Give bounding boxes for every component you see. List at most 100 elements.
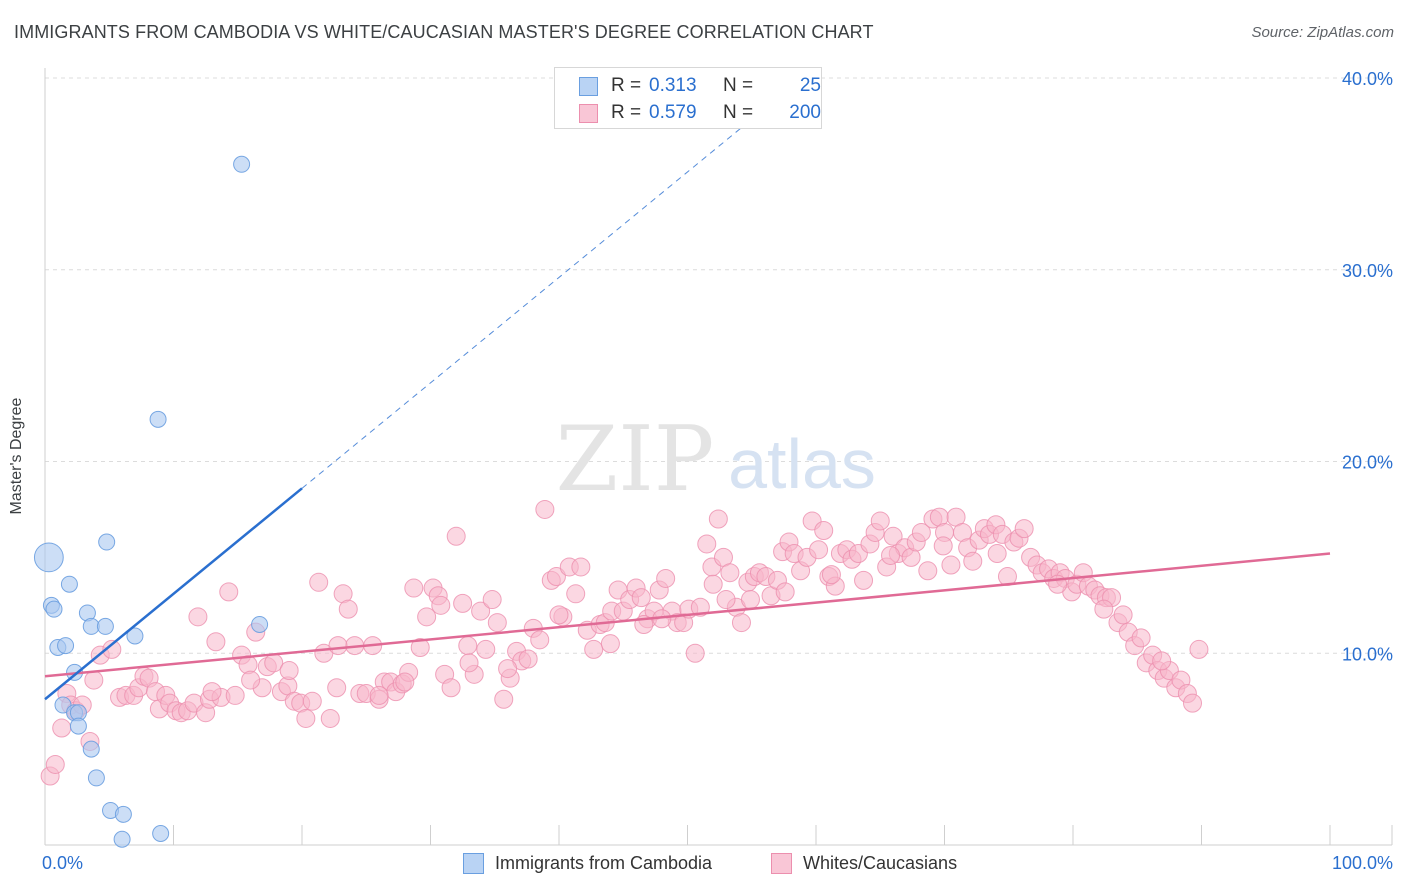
whites-legend-label: Whites/Caucasians bbox=[803, 853, 958, 873]
source-label: Source: ZipAtlas.com bbox=[1251, 24, 1394, 41]
x-tick-label-max: 100.0% bbox=[1332, 853, 1393, 873]
whites-point bbox=[814, 521, 834, 541]
y-tick-label: 30.0% bbox=[1342, 261, 1393, 281]
whites-point bbox=[410, 637, 430, 657]
whites-point bbox=[631, 588, 651, 608]
trend-lines bbox=[44, 97, 1331, 701]
whites-point bbox=[459, 653, 479, 673]
watermark-zip: ZIP bbox=[556, 407, 715, 512]
n-label: N = bbox=[723, 102, 754, 123]
whites-point bbox=[431, 595, 451, 615]
whites-point bbox=[708, 509, 728, 529]
r-value: 0.313 bbox=[649, 75, 697, 96]
cambodia-legend-swatch bbox=[463, 853, 484, 874]
cambodia-point bbox=[114, 805, 132, 823]
series-whites-points bbox=[40, 499, 1209, 786]
cambodia-point bbox=[251, 615, 269, 633]
whites-point bbox=[102, 639, 122, 659]
whites-point bbox=[476, 639, 496, 659]
whites-point bbox=[320, 708, 340, 728]
cambodia-swatch bbox=[579, 77, 598, 96]
whites-point bbox=[441, 678, 461, 698]
cambodia-point bbox=[45, 600, 63, 618]
whites-point bbox=[52, 718, 72, 738]
cambodia-point bbox=[149, 410, 167, 428]
whites-point bbox=[188, 607, 208, 627]
chart-title: IMMIGRANTS FROM CAMBODIA VS WHITE/CAUCAS… bbox=[14, 22, 874, 42]
whites-point bbox=[600, 634, 620, 654]
whites-point bbox=[487, 613, 507, 633]
whites-point bbox=[987, 544, 1007, 564]
whites-point bbox=[1183, 693, 1203, 713]
whites-trend-line bbox=[44, 552, 1331, 678]
whites-point bbox=[417, 607, 437, 627]
whites-point bbox=[206, 632, 226, 652]
whites-point bbox=[458, 636, 478, 656]
whites-point bbox=[571, 557, 591, 577]
cambodia-point bbox=[233, 155, 251, 173]
whites-point bbox=[471, 601, 491, 621]
whites-point bbox=[446, 526, 466, 546]
whites-point bbox=[498, 659, 518, 679]
whites-point bbox=[809, 540, 829, 560]
cambodia-point bbox=[69, 717, 87, 735]
cambodia-legend-label: Immigrants from Cambodia bbox=[495, 853, 713, 873]
cambodia-point bbox=[126, 627, 144, 645]
cambodia-point bbox=[82, 617, 100, 635]
cambodia-point bbox=[57, 637, 75, 655]
whites-point bbox=[690, 597, 710, 617]
whites-point bbox=[453, 593, 473, 613]
whites-point bbox=[309, 572, 329, 592]
whites-point bbox=[45, 754, 65, 774]
n-value: 200 bbox=[789, 102, 821, 123]
whites-point bbox=[530, 630, 550, 650]
stats-legend: R = 0.313 N = 25 R = 0.579 N = 200 bbox=[554, 67, 822, 129]
whites-point bbox=[911, 522, 931, 542]
n-label: N = bbox=[723, 75, 754, 96]
whites-point bbox=[584, 639, 604, 659]
whites-point bbox=[241, 670, 261, 690]
whites-point bbox=[395, 672, 415, 692]
whites-point bbox=[369, 685, 389, 705]
whites-point bbox=[1014, 519, 1034, 539]
cambodia-point bbox=[152, 824, 170, 842]
whites-point bbox=[775, 582, 795, 602]
whites-point bbox=[870, 511, 890, 531]
y-axis-title: Master's Degree bbox=[8, 397, 25, 515]
cambodia-point bbox=[96, 617, 114, 635]
whites-point bbox=[1152, 651, 1172, 671]
watermark-atlas: atlas bbox=[728, 425, 876, 503]
watermark: ZIP atlas bbox=[556, 407, 876, 512]
whites-point bbox=[338, 599, 358, 619]
whites-point bbox=[941, 555, 961, 575]
whites-point bbox=[697, 534, 717, 554]
cambodia-point bbox=[33, 542, 64, 573]
whites-point bbox=[720, 563, 740, 583]
cambodia-point bbox=[82, 740, 100, 758]
whites-point bbox=[549, 605, 569, 625]
whites-point bbox=[740, 590, 760, 610]
whites-point bbox=[918, 561, 938, 581]
y-tick-label: 10.0% bbox=[1342, 644, 1393, 664]
whites-point bbox=[883, 526, 903, 546]
r-label: R = bbox=[611, 75, 642, 96]
whites-point bbox=[279, 661, 299, 681]
cambodia-trend-line bbox=[44, 487, 303, 701]
n-value: 25 bbox=[799, 75, 821, 96]
whites-point bbox=[535, 499, 555, 519]
y-tick-label: 20.0% bbox=[1342, 453, 1393, 473]
whites-point bbox=[494, 689, 514, 709]
cambodia-trend-extension bbox=[301, 97, 778, 489]
whites-point bbox=[404, 578, 424, 598]
whites-point bbox=[731, 613, 751, 633]
axes bbox=[44, 68, 1393, 846]
whites-point bbox=[219, 582, 239, 602]
whites-point bbox=[821, 565, 841, 585]
whites-point bbox=[1113, 605, 1133, 625]
whites-legend-swatch bbox=[771, 853, 792, 874]
whites-point bbox=[685, 643, 705, 663]
cambodia-point bbox=[60, 575, 78, 593]
cambodia-point bbox=[87, 769, 105, 787]
whites-point bbox=[1131, 628, 1151, 648]
